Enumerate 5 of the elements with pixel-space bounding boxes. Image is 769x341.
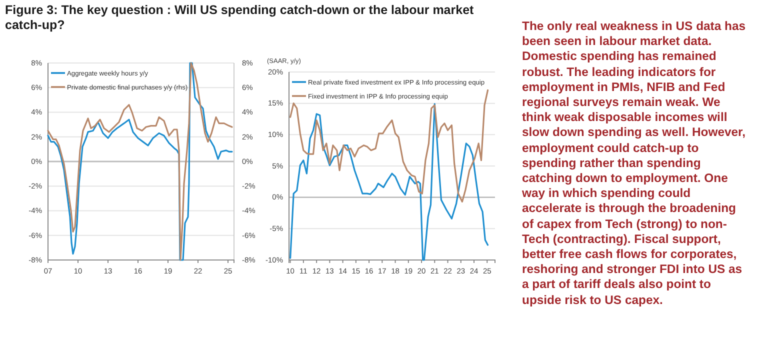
line-series: [47, 62, 233, 261]
line-series: [290, 89, 489, 203]
text: The only real weakness in US data has been seen in labour market data. Domestic spending has remained robust. The leading indicators for employment in PMIs, NFIB and Fed regional surveys remain weak. We think weak disposable incomes will slow down spending as well. However, employment could catch-up to spending rather than spending catching down to employment. One way in which spending could accelerate is through the broadening of capex from Tech (strong) to non-Tech (contracting). Fiscal support, better free cash flows for corporates, reshoring and stronger FDI into US as a part of tariff deals also point to upside risk to US capex.: [522, 19, 746, 307]
line-series: [290, 103, 489, 261]
chart-title: Figure 3: The key question : Will US spending catch-down or the labour market catch-up?: [5, 3, 475, 33]
